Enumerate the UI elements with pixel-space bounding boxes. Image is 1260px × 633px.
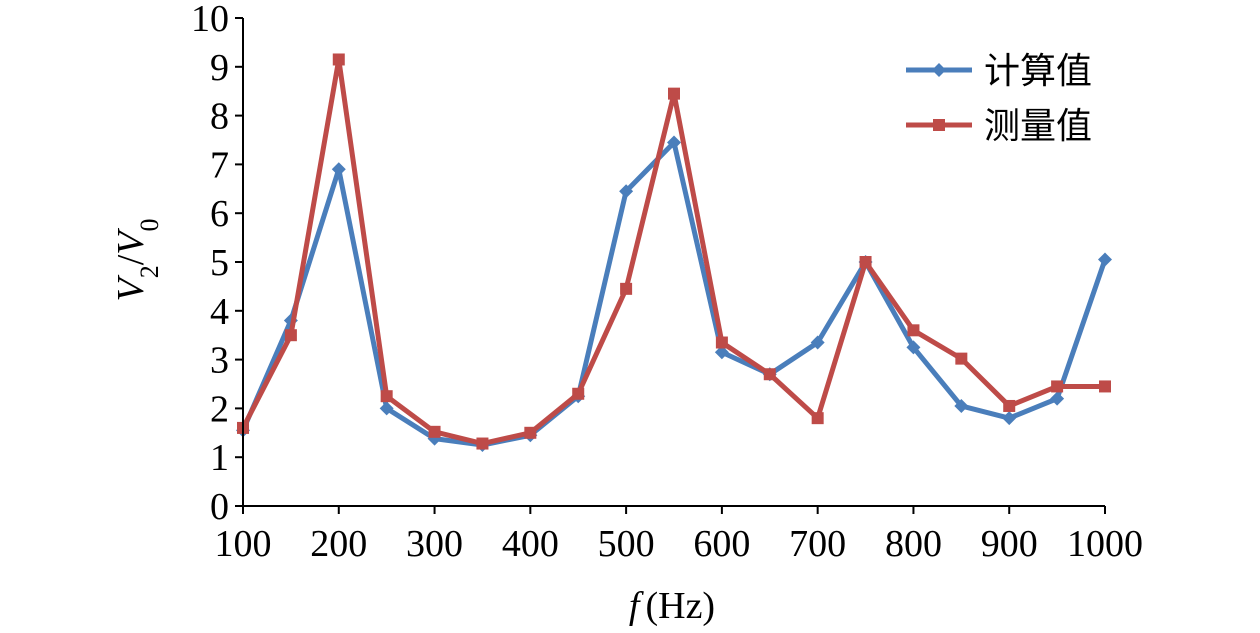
x-tick-label: 200 xyxy=(310,523,367,565)
x-tick-label: 300 xyxy=(406,523,463,565)
y-tick-label: 10 xyxy=(191,0,229,40)
data-point xyxy=(810,335,825,350)
y-tick-label: 7 xyxy=(210,144,229,186)
data-point xyxy=(524,426,537,439)
data-point xyxy=(1050,391,1065,406)
y-tick-label: 0 xyxy=(210,486,229,528)
data-point xyxy=(668,87,680,100)
data-point xyxy=(715,336,728,349)
data-point xyxy=(763,368,776,381)
x-tick-label: 500 xyxy=(598,523,655,565)
x-tick-label: 400 xyxy=(502,523,559,565)
data-point xyxy=(1098,252,1112,267)
data-point xyxy=(619,184,634,199)
data-point xyxy=(714,345,729,360)
y-axis-title-v1: V xyxy=(110,275,152,302)
data-point xyxy=(331,162,346,177)
y-tick-label: 6 xyxy=(210,193,229,235)
data-point xyxy=(907,324,920,337)
y-axis-title-sub1: 2 xyxy=(135,265,164,278)
data-point xyxy=(955,352,968,365)
data-point xyxy=(620,282,633,295)
x-tick-label: 800 xyxy=(885,523,942,565)
data-point xyxy=(1051,380,1064,393)
x-axis-title: f (Hz) xyxy=(629,585,715,627)
legend-label: 计算值 xyxy=(984,51,1092,92)
data-point xyxy=(572,387,585,400)
y-tick-label: 2 xyxy=(210,388,229,430)
data-point xyxy=(380,390,393,403)
y-tick-label: 9 xyxy=(210,47,229,89)
series-2 xyxy=(237,53,1111,450)
x-tick-label: 100 xyxy=(215,523,272,565)
y-tick-label: 1 xyxy=(210,437,229,479)
data-point xyxy=(379,401,394,416)
x-tick-label: 700 xyxy=(789,523,846,565)
x-tick-label: 1000 xyxy=(1067,523,1143,565)
data-point xyxy=(284,329,297,342)
y-tick-label: 5 xyxy=(210,242,229,284)
x-axis-ticks: 100 200 300 400 500 600 700 800 900 1000 xyxy=(215,506,1143,565)
x-axis-title-variable: f xyxy=(629,585,644,627)
data-point xyxy=(906,340,921,355)
data-point xyxy=(1003,399,1016,412)
series-1 xyxy=(236,135,1112,452)
series-line xyxy=(240,56,1108,447)
legend-label: 测量值 xyxy=(984,106,1092,147)
y-tick-label: 8 xyxy=(210,96,229,138)
x-tick-label: 600 xyxy=(693,523,750,565)
y-axis-ticks: 0 1 2 3 4 5 6 7 8 9 10 xyxy=(191,0,243,528)
y-axis-title: V2/V0 xyxy=(110,219,164,302)
series-layer xyxy=(236,53,1112,452)
data-point xyxy=(428,425,441,438)
legend-item: 测量值 xyxy=(906,106,1092,147)
data-point xyxy=(1099,380,1111,393)
data-point xyxy=(811,412,824,425)
y-tick-label: 4 xyxy=(210,291,229,333)
data-point xyxy=(1002,411,1017,426)
data-point xyxy=(859,256,872,268)
data-point xyxy=(954,398,969,413)
y-tick-label: 3 xyxy=(210,340,229,382)
data-point xyxy=(476,437,489,450)
x-axis-title-unit: (Hz) xyxy=(645,585,715,627)
y-axis-title-v2: V xyxy=(110,228,152,255)
data-point xyxy=(667,135,681,150)
y-axis-title-sub2: 0 xyxy=(135,219,164,232)
y-axis-title-slash: / xyxy=(110,254,152,265)
legend-swatch-marker xyxy=(932,63,946,77)
data-point xyxy=(332,53,345,66)
x-tick-label: 900 xyxy=(981,523,1038,565)
legend-item: 计算值 xyxy=(906,51,1092,92)
legend-swatch-marker xyxy=(933,119,945,131)
